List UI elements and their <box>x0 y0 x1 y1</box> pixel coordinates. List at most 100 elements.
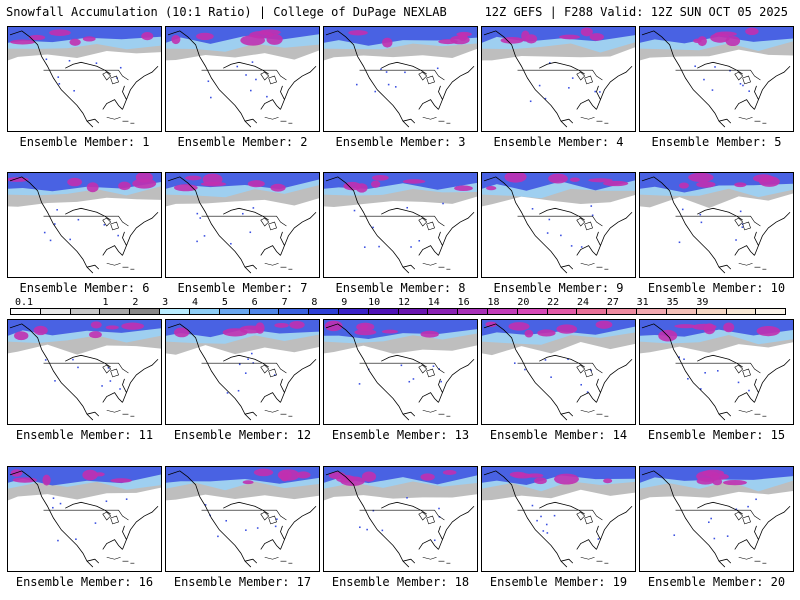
snow-speck <box>59 502 62 505</box>
great-lakes <box>418 217 435 231</box>
scale-color-cell <box>666 309 697 314</box>
scale-tick-label: 2 <box>132 297 139 308</box>
heavy-snow-blob <box>42 474 51 486</box>
great-lakes <box>576 217 593 231</box>
heavy-snow-blob <box>141 32 154 41</box>
heavy-snow-blob <box>324 320 343 332</box>
coastline <box>325 176 475 274</box>
snow-speck <box>380 68 382 70</box>
heavy-snow-blob <box>173 184 198 192</box>
snow-speck <box>713 537 716 540</box>
snow-speck <box>735 239 737 241</box>
heavy-snow-blob <box>82 469 98 481</box>
member-label: Ensemble Member: 11 <box>15 428 154 442</box>
member-label: Ensemble Member: 1 <box>19 135 150 149</box>
great-lakes <box>418 511 435 525</box>
snow-speck <box>52 506 54 509</box>
heavy-snow-blob <box>402 179 426 184</box>
heavy-snow-blob <box>202 173 223 186</box>
caribbean-islands <box>106 116 135 124</box>
snow-speck <box>710 517 712 520</box>
heavy-snow-blob <box>589 33 605 41</box>
snowfall-map <box>165 319 320 425</box>
snow-speck <box>372 226 374 229</box>
scale-tick-label: 4 <box>191 297 199 308</box>
snow-speck <box>68 59 71 62</box>
heavy-snow-blob <box>556 324 578 334</box>
heavy-snow-blob <box>242 480 254 485</box>
snow-speck <box>436 67 439 70</box>
snow-speck <box>242 212 244 215</box>
scale-tick-label: 6 <box>251 297 258 308</box>
member-label: Ensemble Member: 10 <box>647 281 786 295</box>
heavy-snow-blob <box>524 329 534 338</box>
snow-speck <box>276 518 278 520</box>
snow-speck <box>204 504 207 506</box>
snow-speck <box>353 209 356 212</box>
snow-speck <box>244 372 247 374</box>
us-canada-border <box>201 362 287 374</box>
snow-speck <box>681 208 684 211</box>
heavy-snow-blob <box>554 473 579 485</box>
heavy-snow-blob <box>270 183 286 192</box>
member-label: Ensemble Member: 6 <box>19 281 150 295</box>
scale-tick-label: 22 <box>547 297 560 308</box>
caribbean-islands <box>422 409 451 417</box>
scale-color-cell <box>756 309 786 314</box>
snow-speck <box>210 96 212 99</box>
heavy-snow-blob <box>355 183 368 193</box>
heavy-snow-blob <box>253 468 274 477</box>
heavy-snow-blob <box>196 32 214 41</box>
heavy-snow-blob <box>588 178 613 183</box>
us-canada-border <box>43 215 129 227</box>
member-label: Ensemble Member: 12 <box>173 428 312 442</box>
snow-speck <box>699 213 702 216</box>
snowfall-map <box>7 172 162 278</box>
heavy-snow-blob <box>28 34 46 41</box>
snow-speck <box>687 377 689 380</box>
snowfall-map <box>323 319 478 425</box>
us-canada-border <box>675 215 761 227</box>
snow-speck <box>255 78 257 81</box>
us-canada-border <box>517 215 603 227</box>
snow-speck <box>739 83 742 85</box>
scale-tick-label: 27 <box>606 297 619 308</box>
heavy-snow-blob <box>745 27 759 36</box>
heavy-snow-blob <box>595 320 613 329</box>
member-label: Ensemble Member: 5 <box>651 135 782 149</box>
heavy-snow-blob <box>370 180 381 188</box>
snow-speck <box>678 241 681 244</box>
snow-speck <box>247 358 249 360</box>
caribbean-islands <box>264 556 293 564</box>
heavy-snow-blob <box>569 177 580 182</box>
heavy-snow-blob <box>173 327 190 338</box>
snow-speck <box>117 234 119 237</box>
heavy-snow-blob <box>382 37 393 48</box>
scale-color-cell <box>637 309 667 314</box>
snow-speck <box>524 368 526 371</box>
snowfall-map <box>639 319 794 425</box>
caribbean-islands <box>580 262 609 270</box>
snow-speck <box>236 65 239 68</box>
heavy-snow-blob <box>118 181 131 191</box>
heavy-snow-blob <box>486 185 497 191</box>
snow-speck <box>73 89 75 92</box>
snow-speck <box>374 90 377 93</box>
scale-color-bar <box>10 308 786 315</box>
heavy-snow-blob <box>49 29 71 37</box>
moderate-snow-area <box>8 27 161 43</box>
member-label: Ensemble Member: 13 <box>331 428 470 442</box>
heavy-snow-blob <box>442 470 457 475</box>
snow-speck <box>570 245 573 247</box>
scale-color-cell <box>368 309 399 314</box>
snow-speck <box>103 224 106 226</box>
caribbean-islands <box>422 556 451 564</box>
coastline <box>483 30 633 128</box>
snow-speck <box>433 539 436 542</box>
heavy-snow-blob <box>559 34 581 40</box>
snow-speck <box>359 526 361 529</box>
snow-speck <box>196 240 198 243</box>
great-lakes <box>734 71 751 85</box>
snow-speck <box>673 534 676 536</box>
great-lakes <box>102 71 119 85</box>
